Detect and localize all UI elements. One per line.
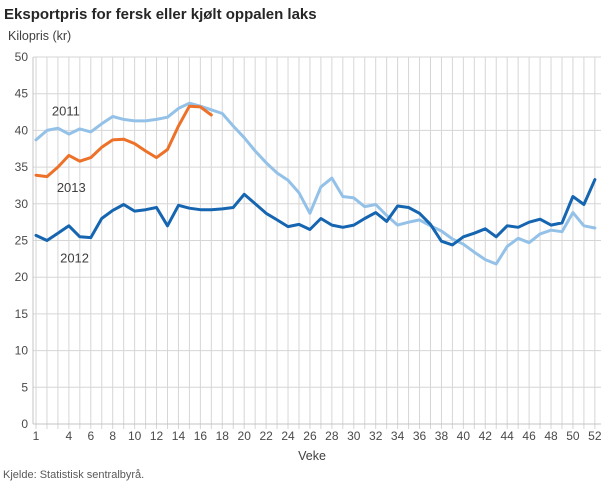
x-tick-label: 40 <box>457 429 471 443</box>
series-label-2011: 2011 <box>52 104 80 119</box>
y-tick-label: 15 <box>15 307 29 321</box>
x-tick-label: 52 <box>588 429 602 443</box>
x-tick-label: 42 <box>479 429 493 443</box>
x-tick-label: 24 <box>281 429 295 443</box>
x-tick-label: 36 <box>413 429 427 443</box>
x-tick-label: 30 <box>347 429 361 443</box>
x-tick-label: 32 <box>369 429 383 443</box>
y-axis-title: Kilopris (kr) <box>8 29 72 43</box>
series-label-2013: 2013 <box>57 180 86 195</box>
series-line-2013 <box>34 104 213 179</box>
x-tick-label: 28 <box>325 429 339 443</box>
y-tick-label: 35 <box>15 160 29 174</box>
series-line-2011 <box>34 101 597 266</box>
x-tick-label: 44 <box>501 429 515 443</box>
y-tick-label: 0 <box>21 417 28 431</box>
x-tick-label: 12 <box>150 429 164 443</box>
x-tick-label: 48 <box>544 429 558 443</box>
y-tick-label: 45 <box>15 87 29 101</box>
x-tick-label: 8 <box>109 429 116 443</box>
source-note: Kjelde: Statistisk sentralbyrå. <box>3 469 145 481</box>
x-tick-label: 10 <box>128 429 142 443</box>
y-tick-label: 25 <box>15 234 29 248</box>
x-tick-label: 20 <box>238 429 252 443</box>
x-tick-label: 22 <box>259 429 273 443</box>
chart-title: Eksportpris for fersk eller kjølt oppale… <box>4 6 317 23</box>
y-tick-label: 40 <box>15 123 29 137</box>
x-tick-label: 34 <box>391 429 405 443</box>
x-tick-label: 14 <box>172 429 186 443</box>
x-tick-label: 50 <box>566 429 580 443</box>
x-tick-label: 38 <box>435 429 449 443</box>
x-tick-label: 16 <box>194 429 208 443</box>
y-tick-label: 50 <box>15 50 29 64</box>
x-tick-label: 1 <box>33 429 40 443</box>
y-tick-label: 10 <box>15 344 29 358</box>
x-tick-label: 46 <box>522 429 536 443</box>
x-tick-label: 4 <box>66 429 73 443</box>
series-line-2012 <box>34 178 597 247</box>
x-tick-label: 6 <box>87 429 94 443</box>
y-tick-label: 30 <box>15 197 29 211</box>
x-tick-label: 18 <box>216 429 230 443</box>
y-tick-label: 5 <box>21 380 28 394</box>
x-tick-label: 26 <box>303 429 317 443</box>
series-label-2012: 2012 <box>60 251 89 266</box>
x-axis-title: Veke <box>298 449 326 463</box>
y-tick-label: 20 <box>15 270 29 284</box>
